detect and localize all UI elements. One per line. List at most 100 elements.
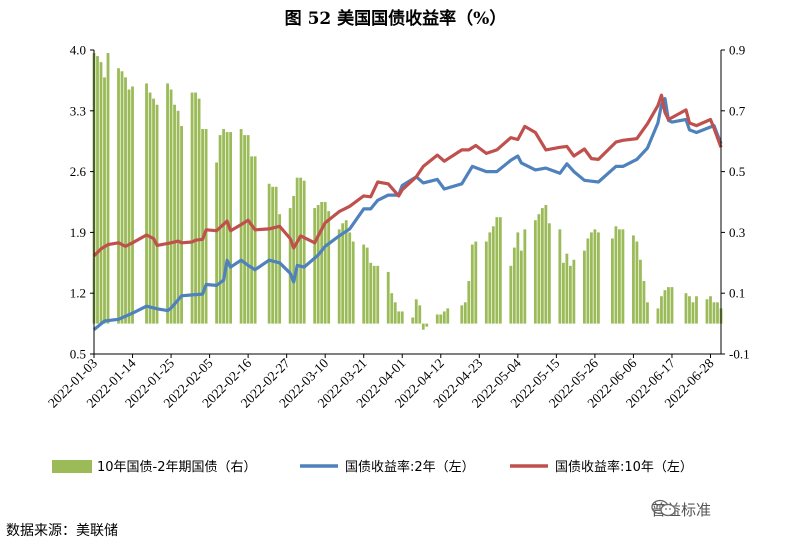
spread-bar [278,214,282,324]
spread-bar [705,299,709,324]
spread-bar [302,180,306,324]
spread-bar [618,229,621,324]
spread-bar [274,186,278,324]
spread-bar [460,305,464,324]
spread-bar [225,132,229,324]
spread-bar [400,311,404,324]
spread-bar [642,281,646,324]
spread-bar [390,293,394,324]
spread-bars [92,53,723,330]
spread-bar [597,232,600,324]
spread-bar [463,302,467,324]
spread-bar [327,211,331,324]
spread-bar [369,262,373,324]
spread-bar [120,71,124,324]
spread-bar [414,299,418,324]
spread-bar [201,129,204,324]
spread-bar [267,183,271,324]
spread-bar [495,217,499,324]
spread-bar [204,129,208,324]
spread-bar [712,302,716,324]
spread-bar [561,262,565,324]
spread-bar [621,229,625,324]
spread-bar [695,296,698,324]
line-10y-yield [92,93,723,258]
spread-bar [558,229,562,324]
right-tick-label: 0.5 [729,164,745,179]
spread-bar [572,259,576,324]
spread-bar [491,226,495,324]
left-tick-label: 4.0 [70,43,86,58]
spread-bar [271,186,275,324]
spread-bar [439,314,443,324]
spread-bar [519,250,523,324]
spread-bar [484,241,488,324]
spread-bar [344,220,348,324]
spread-bar [180,126,183,324]
spread-bar [568,265,572,324]
left-tick-label: 0.5 [70,347,86,362]
spread-bar [474,241,478,324]
spread-bar [470,244,474,324]
spread-bar [684,293,688,324]
spread-bar [397,311,401,324]
spread-bar [145,83,148,324]
right-tick-label: 0.1 [729,286,745,301]
spread-bar [351,241,355,324]
spread-bar [323,202,327,324]
spread-bar [421,323,425,330]
yield-lines [92,93,723,331]
spread-bar [169,89,173,324]
spread-bar [292,195,296,324]
spread-bar [442,311,446,324]
spread-bar [544,205,548,324]
right-tick-label: 0.7 [729,103,746,118]
spread-bar [688,296,691,324]
spread-bar [663,290,667,324]
spread-bar [635,241,639,324]
spread-bar [365,247,369,324]
spread-bar [425,323,429,327]
spread-bar [512,247,516,324]
spread-bar [691,302,695,324]
line-2y-yield [92,97,723,331]
spread-bar [565,253,569,324]
spread-bar [372,265,376,324]
spread-bar [253,156,257,324]
legend-label: 国债收益率:2年（左） [345,459,475,475]
spread-bar [246,135,250,324]
spread-bar [103,77,106,324]
spread-bar [523,229,527,324]
spread-bar [362,244,366,324]
spread-bar [411,317,415,324]
spread-bar [611,238,614,324]
spread-bar [313,208,317,324]
spread-bar [393,302,397,324]
spread-bar [176,110,180,324]
spread-bar [194,92,197,324]
spread-bar [250,156,254,324]
spread-bar [337,229,341,324]
spread-bar [614,226,618,324]
spread-bar [547,223,551,324]
spread-bar [632,235,635,324]
spread-bar [197,98,201,324]
spread-bar [667,287,670,324]
legend-label: 国债收益率:10年（左） [555,459,693,475]
spread-bar [148,92,152,324]
spread-bar [386,271,390,324]
spread-bar [589,232,593,324]
spread-bar [96,56,99,324]
left-tick-label: 3.3 [70,103,86,118]
spread-bar [295,177,299,324]
right-tick-label: 0.9 [729,43,745,58]
spread-bar [152,98,155,324]
spread-bar [582,250,586,324]
spread-bar [124,77,127,324]
spread-bar [516,232,520,324]
spread-bar [299,177,303,324]
left-tick-label: 1.2 [70,286,86,301]
right-tick-label: -0.1 [729,347,750,362]
spread-bar [127,89,131,324]
spread-bar [446,308,450,324]
